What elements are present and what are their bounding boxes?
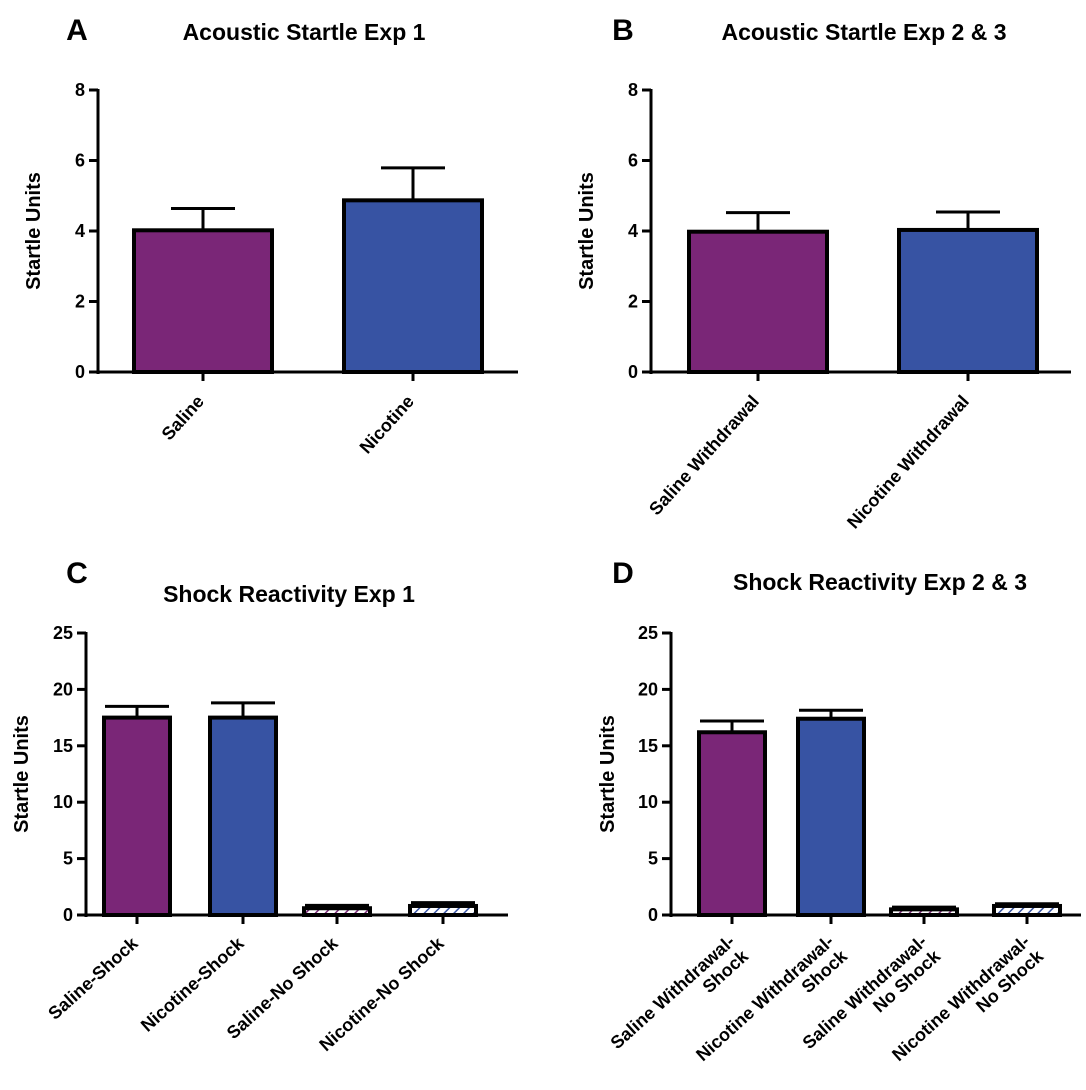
- panel-letter: D: [612, 557, 634, 590]
- panel-c: C Shock Reactivity Exp 1 Startle Units 0 5 10…: [11, 557, 508, 1055]
- bar: [408, 903, 478, 918]
- y-axis-label: Startle Units: [23, 172, 45, 290]
- bar: [687, 229, 829, 374]
- x-tick-label-line: Saline: [158, 391, 208, 444]
- y-tick-label: 2: [75, 292, 85, 312]
- x-tick-label-line: Saline Withdrawal: [645, 391, 763, 519]
- y-tick-label: 2: [628, 292, 638, 312]
- y-tick-label: 8: [628, 80, 638, 100]
- bar: [796, 716, 866, 918]
- x-tick-label: Saline Withdrawal-Shock: [606, 930, 752, 1067]
- x-tick-label-line: Saline-Shock: [44, 932, 142, 1023]
- bar: [889, 907, 959, 917]
- y-tick-label: 5: [648, 849, 658, 869]
- y-tick-label: 0: [63, 905, 73, 925]
- bar: [302, 906, 372, 917]
- bar: [897, 227, 1039, 374]
- y-tick-label: 0: [75, 362, 85, 382]
- panel-a: A Acoustic Startle Exp 1 Startle Units 0 2 4 6…: [23, 14, 518, 457]
- y-tick-label: 20: [638, 679, 658, 699]
- y-tick-label: 25: [638, 623, 658, 643]
- chart-title: Acoustic Startle Exp 2 & 3: [721, 19, 1006, 45]
- x-tick-label: Nicotine Withdrawal: [843, 391, 973, 532]
- bar: [992, 903, 1062, 918]
- y-tick-label: 4: [75, 221, 85, 241]
- y-tick-label: 20: [53, 679, 73, 699]
- y-axis-label: Startle Units: [576, 172, 598, 290]
- x-tick-label: Nicotine: [356, 391, 418, 457]
- x-tick-label-line: Nicotine Withdrawal: [843, 391, 973, 532]
- y-tick-label: 5: [63, 849, 73, 869]
- y-tick-label: 15: [53, 736, 73, 756]
- y-tick-label: 6: [75, 151, 85, 171]
- x-tick-label: Saline-Shock: [44, 932, 142, 1023]
- chart-title: Shock Reactivity Exp 2 & 3: [733, 569, 1027, 595]
- y-axis-label: Startle Units: [11, 715, 33, 833]
- y-tick-label: 0: [648, 905, 658, 925]
- y-tick-label: 8: [75, 80, 85, 100]
- bar: [132, 228, 274, 374]
- panel-d: D Shock Reactivity Exp 2 & 3 Startle Units…: [597, 557, 1081, 1067]
- y-tick-label: 25: [53, 623, 73, 643]
- panel-letter: A: [66, 14, 88, 47]
- bar: [697, 730, 767, 917]
- bar: [208, 715, 278, 917]
- chart-title: Acoustic Startle Exp 1: [183, 19, 426, 45]
- bar: [342, 198, 484, 374]
- x-tick-label: Saline Withdrawal: [645, 391, 763, 519]
- bar: [102, 715, 172, 917]
- panel-letter: B: [612, 14, 634, 47]
- y-tick-label: 10: [53, 792, 73, 812]
- y-tick-label: 4: [628, 221, 638, 241]
- y-tick-label: 6: [628, 151, 638, 171]
- panel-b: B Acoustic Startle Exp 2 & 3 Startle Units…: [576, 14, 1071, 532]
- panel-letter: C: [66, 557, 88, 590]
- chart-title: Shock Reactivity Exp 1: [163, 581, 415, 607]
- y-axis-label: Startle Units: [597, 715, 619, 833]
- y-tick-label: 0: [628, 362, 638, 382]
- y-tick-label: 10: [638, 792, 658, 812]
- x-tick-label: Saline: [158, 391, 208, 444]
- y-tick-label: 15: [638, 736, 658, 756]
- x-tick-label-line: Nicotine: [356, 391, 418, 457]
